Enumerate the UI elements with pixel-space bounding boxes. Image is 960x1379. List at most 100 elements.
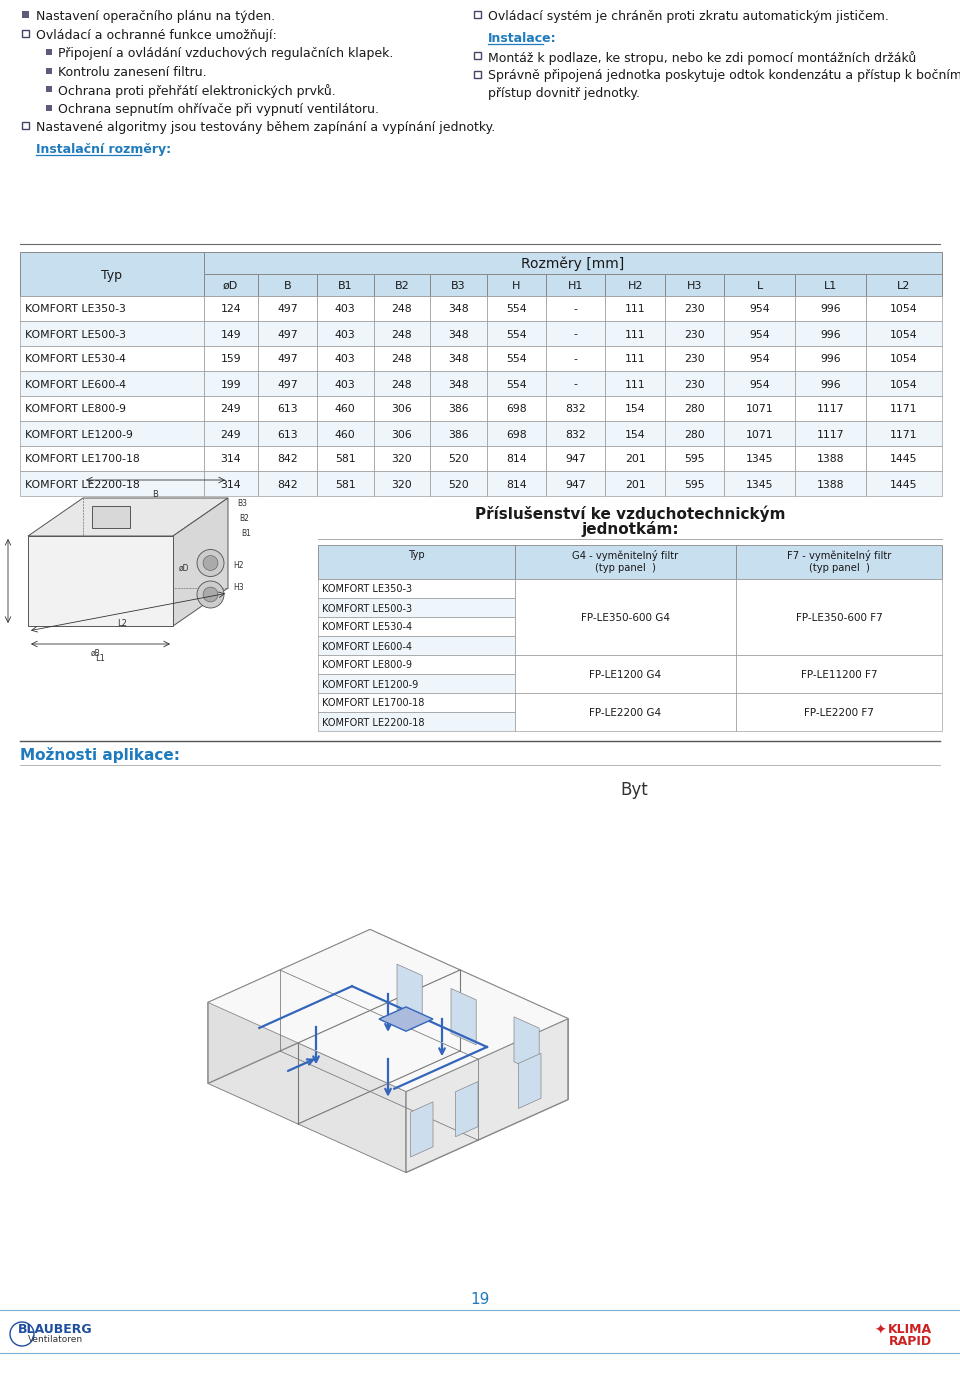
Text: 306: 306: [392, 404, 412, 415]
Bar: [257, 321, 317, 346]
Text: 698: 698: [506, 404, 527, 415]
Text: -: -: [574, 330, 578, 339]
Text: 201: 201: [625, 480, 645, 490]
Bar: [430, 274, 487, 296]
Bar: [665, 321, 724, 346]
Text: 314: 314: [221, 455, 241, 465]
Bar: [546, 346, 606, 371]
Text: 1345: 1345: [746, 455, 774, 465]
Bar: [724, 321, 795, 346]
Bar: [430, 445, 487, 472]
Text: 111: 111: [625, 330, 645, 339]
Text: 280: 280: [684, 429, 705, 440]
Text: KLIMA: KLIMA: [888, 1322, 932, 1336]
Bar: [257, 371, 317, 396]
Bar: [317, 421, 373, 445]
Bar: [204, 296, 257, 321]
Text: 954: 954: [749, 305, 770, 314]
Bar: [606, 396, 665, 421]
Bar: [795, 371, 866, 396]
Bar: [866, 296, 942, 321]
Bar: [22, 11, 29, 18]
Text: B2: B2: [239, 514, 249, 523]
Circle shape: [204, 587, 218, 601]
Text: 1171: 1171: [890, 429, 918, 440]
Text: FP-LE1200 G4: FP-LE1200 G4: [589, 670, 661, 680]
Text: 996: 996: [820, 354, 841, 364]
Text: H: H: [513, 281, 520, 291]
Bar: [373, 396, 430, 421]
Text: 280: 280: [684, 404, 705, 415]
Text: G4 - vyměnitelný filtr: G4 - vyměnitelný filtr: [572, 550, 679, 561]
Text: (typ panel  ): (typ panel ): [808, 563, 870, 574]
Text: 954: 954: [749, 354, 770, 364]
Text: L2: L2: [117, 619, 128, 627]
Text: -: -: [574, 354, 578, 364]
Bar: [736, 579, 942, 655]
Bar: [430, 346, 487, 371]
Text: 595: 595: [684, 480, 705, 490]
Bar: [257, 421, 317, 445]
Bar: [866, 421, 942, 445]
Text: 1171: 1171: [890, 404, 918, 415]
Text: 698: 698: [506, 429, 527, 440]
Text: KOMFORT LE2200-18: KOMFORT LE2200-18: [322, 717, 424, 728]
Text: 497: 497: [276, 330, 298, 339]
Text: Ovládací systém je chráněn proti zkratu automatickým jističem.: Ovládací systém je chráněn proti zkratu …: [488, 10, 889, 23]
Text: 996: 996: [820, 305, 841, 314]
Text: Montáž k podlaze, ke stropu, nebo ke zdi pomocí montážních držáků: Montáž k podlaze, ke stropu, nebo ke zdi…: [488, 51, 916, 65]
Bar: [46, 85, 52, 92]
Bar: [257, 396, 317, 421]
Polygon shape: [208, 929, 568, 1092]
Text: Ochrana proti přehřátí elektronických prvků.: Ochrana proti přehřátí elektronických pr…: [58, 84, 336, 98]
Text: FP-LE2200 F7: FP-LE2200 F7: [804, 707, 874, 718]
Text: 124: 124: [221, 305, 241, 314]
Bar: [20, 321, 204, 346]
Text: 1117: 1117: [817, 429, 844, 440]
Text: 386: 386: [448, 404, 468, 415]
Bar: [515, 655, 736, 694]
Text: Ovládací a ochranné funkce umožňují:: Ovládací a ochranné funkce umožňují:: [36, 29, 276, 41]
Text: KOMFORT LE1700-18: KOMFORT LE1700-18: [322, 699, 424, 709]
Text: 230: 230: [684, 379, 705, 389]
Text: 306: 306: [392, 429, 412, 440]
Bar: [487, 371, 546, 396]
Text: 497: 497: [276, 305, 298, 314]
Bar: [866, 321, 942, 346]
Text: 111: 111: [625, 305, 645, 314]
Text: 1388: 1388: [817, 455, 844, 465]
Text: jednotkám:: jednotkám:: [581, 521, 679, 536]
Bar: [204, 445, 257, 472]
Bar: [546, 274, 606, 296]
Bar: [487, 321, 546, 346]
Bar: [606, 274, 665, 296]
Text: 149: 149: [221, 330, 241, 339]
Bar: [724, 274, 795, 296]
Text: 554: 554: [506, 330, 527, 339]
Bar: [20, 396, 204, 421]
Text: 1071: 1071: [746, 404, 774, 415]
Text: H3: H3: [233, 583, 244, 592]
Text: 554: 554: [506, 354, 527, 364]
Bar: [318, 616, 515, 636]
Bar: [487, 472, 546, 496]
Text: 348: 348: [448, 305, 468, 314]
Bar: [204, 371, 257, 396]
Bar: [430, 396, 487, 421]
Bar: [20, 371, 204, 396]
Text: L1: L1: [96, 654, 106, 663]
Bar: [317, 371, 373, 396]
Text: 814: 814: [506, 455, 527, 465]
Bar: [373, 371, 430, 396]
Text: ✦: ✦: [875, 1324, 886, 1338]
Bar: [724, 421, 795, 445]
Text: Byt: Byt: [620, 781, 648, 798]
Bar: [430, 371, 487, 396]
Bar: [736, 655, 942, 694]
Text: 520: 520: [448, 455, 468, 465]
Bar: [606, 346, 665, 371]
Text: Správně připojená jednotka poskytuje odtok kondenzátu a přístup k bočnímu panelu: Správně připojená jednotka poskytuje odt…: [488, 69, 960, 83]
Bar: [795, 472, 866, 496]
Text: 1117: 1117: [817, 404, 844, 415]
Text: Ventilatoren: Ventilatoren: [28, 1335, 83, 1345]
